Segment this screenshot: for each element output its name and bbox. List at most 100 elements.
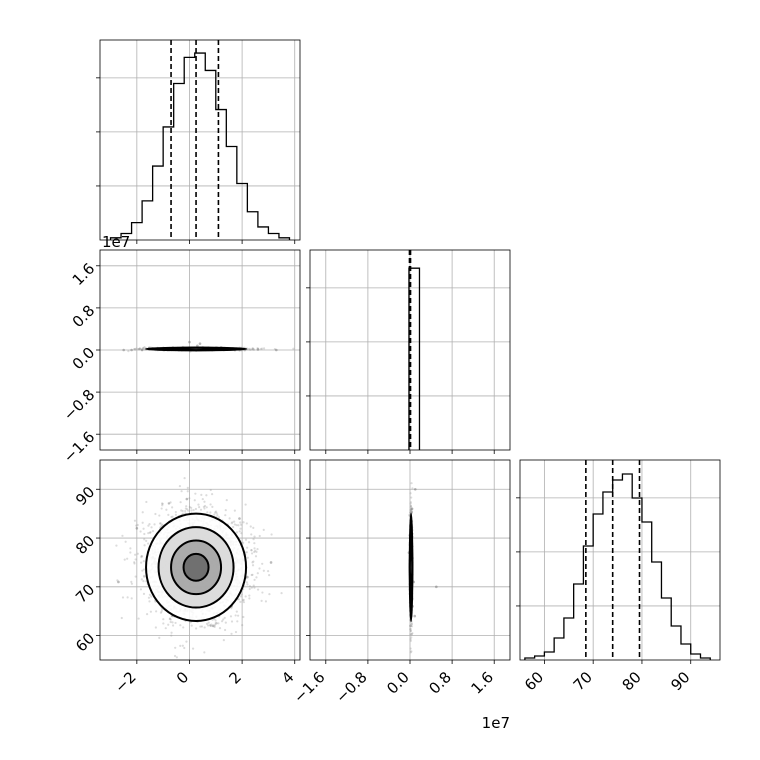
sample-point	[209, 503, 212, 506]
sample-point	[184, 507, 187, 510]
sample-point	[179, 644, 182, 647]
sample-point	[410, 510, 414, 513]
sample-point	[250, 573, 253, 577]
sample-point	[189, 621, 192, 624]
sample-point	[409, 639, 412, 642]
x-tick-label: 90	[667, 668, 693, 694]
sample-point	[199, 508, 203, 511]
sample-point	[256, 588, 260, 591]
sample-point	[181, 509, 184, 513]
x-tick-label: 2	[225, 668, 244, 687]
sample-point	[179, 501, 182, 504]
sample-point	[254, 549, 257, 552]
sample-point	[205, 506, 208, 509]
sample-point	[217, 622, 220, 625]
sample-point	[266, 570, 270, 573]
sample-point	[249, 525, 252, 528]
sample-point	[143, 538, 146, 541]
sample-point	[224, 621, 227, 624]
sample-point	[248, 594, 251, 597]
sample-point	[248, 585, 252, 588]
sample-point	[174, 646, 177, 649]
sample-point	[245, 581, 248, 584]
sample-point	[234, 630, 238, 634]
sample-point	[136, 552, 139, 555]
sample-point	[280, 592, 283, 595]
sample-point	[180, 509, 183, 512]
sample-point	[253, 578, 256, 581]
histogram-panel-var2	[519, 459, 721, 661]
sample-point	[230, 632, 233, 635]
sample-point	[410, 482, 413, 485]
sample-point	[195, 627, 198, 630]
sample-point	[164, 627, 167, 630]
sample-point	[213, 513, 216, 516]
sample-point	[171, 506, 174, 509]
sample-point	[148, 600, 151, 603]
sample-point	[270, 533, 273, 536]
sample-point	[250, 549, 253, 552]
histogram-bars-var2	[524, 473, 711, 660]
x-tick-label: −0.8	[332, 668, 370, 706]
sample-point	[167, 502, 171, 505]
sample-point	[211, 505, 214, 508]
sample-point	[169, 620, 172, 624]
sample-point	[115, 544, 118, 547]
sample-point	[410, 636, 413, 639]
sample-point	[141, 521, 144, 524]
sample-point	[252, 584, 255, 587]
sample-point	[142, 574, 146, 577]
sample-point	[223, 616, 226, 619]
density-contour	[408, 552, 414, 582]
sample-point	[224, 508, 227, 512]
sample-point	[130, 580, 133, 583]
sample-point	[252, 538, 255, 541]
sample-point	[192, 508, 195, 512]
sample-point	[153, 523, 156, 526]
x-tick-label: 70	[570, 668, 596, 694]
y-tick-label: 0.0	[69, 344, 99, 374]
sample-point	[268, 573, 271, 577]
sample-point	[255, 550, 258, 553]
sample-point	[261, 562, 264, 565]
y-tick-label: 70	[72, 580, 98, 606]
sample-point	[409, 647, 412, 650]
sample-point	[161, 504, 164, 507]
sample-point	[129, 551, 132, 554]
sample-point	[148, 523, 151, 526]
sample-point	[209, 488, 212, 492]
sample-point	[244, 538, 248, 541]
sample-point	[253, 586, 256, 589]
sample-point	[238, 517, 241, 520]
sample-point	[235, 524, 238, 527]
sample-point	[411, 487, 414, 490]
sample-point	[162, 622, 165, 625]
sample-point	[188, 340, 191, 344]
sample-point	[203, 626, 206, 629]
y-tick-label: −1.6	[60, 428, 98, 466]
sample-point	[142, 560, 145, 563]
sample-point	[169, 618, 172, 621]
sample-point	[188, 497, 191, 500]
sample-point	[142, 568, 146, 571]
sample-point	[161, 608, 164, 611]
sample-point	[140, 554, 144, 558]
sample-point	[252, 348, 256, 351]
sample-point	[409, 504, 413, 508]
y-tick-label: 80	[72, 532, 98, 558]
sample-point	[186, 508, 189, 511]
sample-point	[138, 347, 141, 350]
x-tick-label: −2	[111, 668, 139, 696]
sample-point	[130, 582, 134, 585]
sample-point	[217, 516, 221, 519]
sample-point	[253, 535, 256, 538]
sample-point	[197, 503, 200, 506]
sample-point	[230, 620, 234, 623]
x-tick-label: 4	[278, 668, 297, 687]
sample-point	[207, 621, 210, 624]
sample-point	[248, 347, 251, 351]
sample-point	[193, 499, 196, 502]
sample-point	[185, 640, 188, 643]
sample-point	[134, 553, 137, 556]
sample-point	[185, 497, 189, 501]
